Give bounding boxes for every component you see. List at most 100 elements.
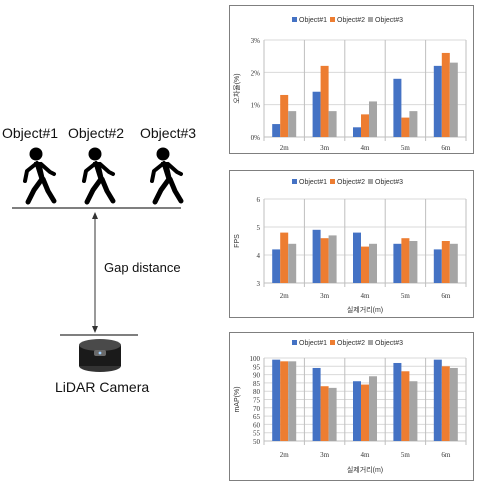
bar-Object#1-2m — [272, 359, 281, 441]
bar-Object#3-3m — [328, 235, 337, 283]
bar-Object#3-6m — [449, 243, 458, 283]
object-2-label: Object#2 — [68, 125, 125, 141]
legend-label: Object#3 — [375, 17, 403, 24]
y-axis-label: mAP(%) — [234, 386, 241, 412]
y-tick-label: 70 — [253, 405, 261, 413]
x-tick-label: 2m — [280, 292, 290, 300]
x-tick-label: 4m — [361, 292, 371, 300]
x-axis-label: 실제거리(m) — [347, 465, 383, 474]
y-tick-label: 55 — [253, 430, 261, 438]
y-tick-label: 60 — [253, 421, 261, 429]
setup-diagram: Object#1 Object#2 Object#3 — [0, 0, 220, 485]
bar-Object#1-6m — [433, 65, 442, 137]
y-axis-label: FPS — [234, 234, 241, 248]
y-tick-label: 50 — [253, 438, 261, 446]
bar-Object#1-6m — [433, 359, 442, 441]
camera-label: LiDAR Camera — [55, 379, 150, 395]
bar-Object#2-3m — [320, 65, 329, 137]
walker-icon — [152, 148, 181, 203]
bar-Object#1-5m — [393, 78, 402, 137]
legend-swatch — [368, 179, 373, 184]
x-tick-label: 5m — [401, 144, 411, 152]
chart-fps: 3 4 5 6 2m 3m 4m 5m 6m Object#1 Object#2 Object#3 FP… — [229, 170, 474, 318]
bar-Object#3-2m — [288, 361, 297, 441]
y-tick-label: 1% — [251, 102, 261, 110]
x-tick-label: 6m — [441, 292, 451, 300]
bar-Object#1-2m — [272, 249, 281, 283]
x-tick-label: 2m — [280, 451, 290, 459]
bar-Object#3-5m — [409, 381, 418, 441]
bar-Object#3-4m — [369, 101, 377, 137]
bar-Object#3-3m — [328, 111, 337, 137]
bar-Object#1-3m — [312, 367, 321, 441]
bar-Object#3-4m — [369, 376, 377, 441]
legend-swatch — [292, 179, 297, 184]
legend-label: Object#1 — [299, 179, 327, 186]
y-axis-label: 오차율(%) — [232, 73, 241, 103]
bar-Object#2-3m — [320, 238, 329, 283]
bar-Object#2-3m — [320, 386, 329, 441]
y-tick-label: 80 — [253, 388, 261, 396]
bar-Object#1-4m — [353, 381, 361, 441]
bar-Object#2-6m — [441, 241, 450, 283]
bar-Object#3-3m — [328, 387, 337, 441]
legend-swatch — [368, 17, 373, 22]
y-tick-label: 65 — [253, 413, 261, 421]
y-tick-label: 3% — [251, 37, 261, 45]
chart-map: 50 55 60 65 70 75 80 85 90 95 100 2m 3m 4m 5m 6m Object#… — [229, 332, 474, 481]
y-tick-label: 90 — [253, 372, 261, 380]
bar-Object#2-2m — [280, 232, 289, 283]
x-tick-label: 4m — [361, 451, 371, 459]
legend-label: Object#3 — [375, 179, 403, 186]
x-tick-label: 3m — [320, 144, 330, 152]
legend-swatch — [368, 340, 373, 345]
bar-Object#1-3m — [312, 229, 321, 283]
legend-label: Object#2 — [337, 179, 365, 186]
bar-Object#1-4m — [353, 127, 361, 137]
error-rate-chart-svg: 0% 1% 2% 3% 2m 3m 4m 5m 6m Object#1 Object#2 Object… — [232, 17, 467, 152]
legend-swatch — [330, 17, 335, 22]
bar-Object#1-5m — [393, 362, 402, 441]
bar-Object#2-5m — [401, 238, 410, 283]
y-tick-label: 4 — [257, 252, 261, 260]
bar-Object#2-4m — [361, 384, 369, 441]
x-axis-label: 실제거리(m) — [347, 305, 383, 314]
y-tick-label: 3 — [257, 280, 261, 288]
bar-Object#3-6m — [449, 367, 458, 441]
x-tick-label: 5m — [401, 451, 411, 459]
bar-Object#2-6m — [441, 52, 450, 137]
object-3-label: Object#3 — [140, 125, 197, 141]
walker-icon — [84, 148, 113, 203]
bar-Object#3-5m — [409, 241, 418, 283]
y-tick-label: 75 — [253, 397, 261, 405]
lidar-camera-icon — [79, 339, 121, 372]
legend-swatch — [330, 179, 335, 184]
x-tick-label: 3m — [320, 292, 330, 300]
bar-Object#1-2m — [272, 124, 281, 137]
legend-swatch — [292, 340, 297, 345]
object-1-label: Object#1 — [2, 125, 59, 141]
y-tick-label: 85 — [253, 380, 261, 388]
bar-Object#2-4m — [361, 114, 369, 137]
y-tick-label: 5 — [257, 224, 261, 232]
arrow-head-icon — [92, 326, 98, 333]
bar-Object#3-2m — [288, 111, 297, 137]
bar-Object#1-3m — [312, 91, 321, 137]
legend-label: Object#3 — [375, 340, 403, 347]
x-tick-label: 5m — [401, 292, 411, 300]
y-tick-label: 2% — [251, 69, 261, 77]
x-tick-label: 2m — [280, 144, 290, 152]
bar-Object#3-6m — [449, 62, 458, 138]
legend-label: Object#2 — [337, 340, 365, 347]
bar-Object#2-5m — [401, 117, 410, 137]
gap-distance-label: Gap distance — [104, 260, 181, 275]
bar-Object#2-5m — [401, 371, 410, 441]
bar-Object#3-2m — [288, 243, 297, 283]
x-tick-label: 4m — [361, 144, 371, 152]
legend-swatch — [292, 17, 297, 22]
legend-swatch — [330, 340, 335, 345]
legend-label: Object#1 — [299, 340, 327, 347]
legend-label: Object#1 — [299, 17, 327, 24]
walker-icon — [25, 148, 54, 203]
